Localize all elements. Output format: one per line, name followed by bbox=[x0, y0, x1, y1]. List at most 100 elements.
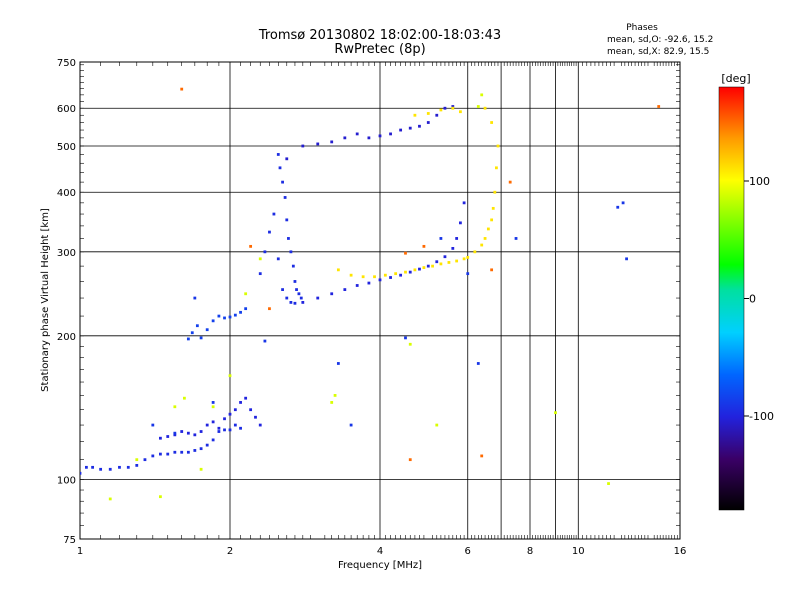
data-point bbox=[316, 142, 320, 146]
data-point bbox=[408, 342, 412, 346]
data-point bbox=[435, 113, 439, 117]
y-tick-label: 200 bbox=[57, 332, 76, 343]
data-point bbox=[228, 315, 232, 319]
data-point bbox=[166, 452, 170, 456]
data-point bbox=[84, 465, 88, 469]
data-point bbox=[462, 201, 466, 205]
data-point bbox=[455, 259, 459, 263]
data-point bbox=[272, 212, 276, 216]
data-point bbox=[211, 319, 215, 323]
data-point bbox=[223, 316, 226, 320]
data-point bbox=[483, 106, 487, 110]
data-points bbox=[80, 87, 661, 501]
data-point bbox=[291, 264, 295, 268]
colorbar-tick-label: -100 bbox=[749, 410, 774, 423]
data-point bbox=[616, 205, 620, 209]
data-point bbox=[205, 443, 209, 447]
data-point bbox=[180, 450, 184, 454]
data-point bbox=[293, 301, 297, 305]
data-point bbox=[151, 454, 155, 458]
data-point bbox=[186, 337, 190, 341]
data-point bbox=[495, 166, 498, 170]
colorbar-ticks: 100 0 -100 bbox=[744, 175, 774, 423]
data-point bbox=[205, 423, 209, 427]
data-point bbox=[451, 106, 455, 110]
data-point bbox=[233, 313, 237, 317]
data-point bbox=[297, 292, 301, 296]
data-point bbox=[480, 243, 484, 247]
data-point bbox=[276, 257, 280, 261]
data-point bbox=[355, 132, 359, 136]
data-point bbox=[126, 465, 130, 469]
data-point bbox=[268, 307, 271, 311]
data-point bbox=[217, 430, 221, 433]
data-point bbox=[480, 93, 484, 97]
colorbar bbox=[718, 86, 745, 511]
data-point bbox=[426, 121, 430, 124]
data-point bbox=[483, 237, 487, 240]
data-point bbox=[80, 471, 82, 475]
data-point bbox=[378, 134, 382, 138]
data-point bbox=[151, 423, 155, 427]
phase-line-x: mean, sd,X: 82.9, 15.5 bbox=[607, 47, 709, 57]
data-point bbox=[263, 250, 267, 254]
data-point bbox=[285, 218, 289, 222]
y-tick-label: 400 bbox=[57, 188, 76, 199]
data-point bbox=[258, 272, 262, 276]
data-point bbox=[466, 272, 470, 276]
data-point bbox=[399, 273, 403, 277]
chart-title: Tromsø 20130802 18:02:00-18:03:43 bbox=[258, 28, 501, 43]
data-point bbox=[493, 190, 497, 194]
data-point bbox=[422, 266, 426, 269]
tick-labels: 1 2 4 6 8 10 16 75 100 200 300 400 500 600 750 bbox=[57, 58, 686, 557]
data-point bbox=[193, 449, 197, 452]
data-point bbox=[607, 482, 610, 485]
data-point bbox=[223, 417, 226, 421]
data-point bbox=[285, 296, 289, 300]
data-point bbox=[233, 408, 237, 412]
data-point bbox=[422, 244, 426, 248]
data-point bbox=[263, 339, 267, 343]
data-point bbox=[389, 276, 392, 279]
x-tick-label: 4 bbox=[377, 546, 383, 557]
y-tick-label: 500 bbox=[57, 142, 76, 153]
x-tick-label: 1 bbox=[77, 546, 83, 557]
data-point bbox=[239, 401, 242, 404]
data-point bbox=[159, 436, 162, 440]
data-point bbox=[355, 284, 359, 287]
data-point bbox=[404, 270, 407, 274]
data-point bbox=[426, 112, 430, 115]
data-point bbox=[336, 268, 340, 272]
grid-lines bbox=[80, 62, 680, 539]
data-point bbox=[283, 196, 287, 199]
y-tick-label: 750 bbox=[57, 58, 76, 69]
data-point bbox=[199, 467, 203, 471]
data-point bbox=[496, 144, 500, 148]
data-point bbox=[217, 314, 221, 318]
data-point bbox=[281, 288, 284, 291]
data-point bbox=[99, 467, 103, 471]
data-point bbox=[108, 497, 112, 501]
data-point bbox=[455, 237, 459, 240]
data-point bbox=[278, 166, 282, 170]
data-point bbox=[287, 237, 290, 240]
data-point bbox=[394, 272, 398, 276]
data-point bbox=[486, 227, 490, 231]
data-point bbox=[508, 180, 512, 184]
data-point bbox=[182, 396, 186, 400]
data-point bbox=[466, 256, 470, 259]
data-point bbox=[490, 218, 494, 222]
data-point bbox=[186, 450, 190, 454]
data-point bbox=[193, 296, 197, 300]
data-point bbox=[330, 140, 334, 144]
data-point bbox=[443, 255, 447, 259]
data-point bbox=[173, 405, 177, 409]
data-point bbox=[289, 301, 293, 304]
data-point bbox=[211, 438, 215, 442]
data-point bbox=[108, 467, 112, 471]
y-tick-label: 600 bbox=[57, 104, 76, 115]
data-point bbox=[383, 273, 387, 277]
data-point bbox=[378, 278, 382, 282]
data-point bbox=[233, 423, 237, 427]
